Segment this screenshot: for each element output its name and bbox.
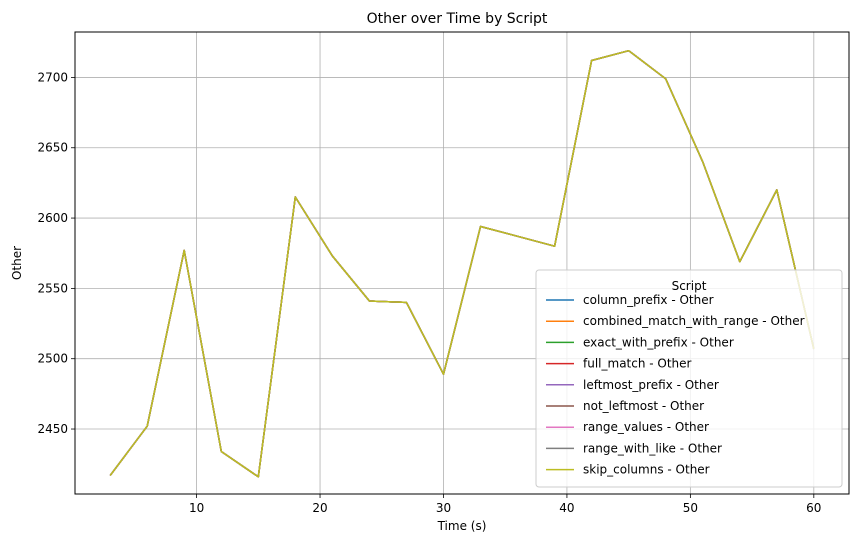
legend-box	[535, 269, 843, 488]
legend-title: Script	[672, 279, 707, 293]
x-tick-label: 20	[312, 501, 327, 515]
legend-label: column_prefix - Other	[583, 293, 714, 307]
y-tick-label: 2500	[37, 352, 68, 366]
legend-label: full_match - Other	[583, 357, 692, 371]
y-axis-label: Other	[10, 246, 24, 280]
x-tick-label: 10	[189, 501, 204, 515]
legend-label: combined_match_with_range - Other	[583, 314, 805, 328]
y-tick-label: 2700	[37, 70, 68, 84]
legend-label: range_values - Other	[583, 420, 709, 434]
legend-label: leftmost_prefix - Other	[583, 378, 719, 392]
y-tick-label: 2600	[37, 211, 68, 225]
legend: Script column_prefix - Other combined_mat…	[535, 269, 843, 488]
legend-label: not_leftmost - Other	[583, 399, 704, 413]
x-tick-label: 60	[806, 501, 821, 515]
legend-items: column_prefix - Other combined_match_with…	[546, 293, 805, 477]
x-tick-label: 40	[559, 501, 574, 515]
y-tick-label: 2450	[37, 422, 68, 436]
chart-title: Other over Time by Script	[367, 11, 548, 27]
plot-frame	[74, 31, 850, 495]
x-tick-label: 50	[683, 501, 698, 515]
x-tick-label: 30	[436, 501, 451, 515]
legend-label: exact_with_prefix - Other	[583, 335, 734, 349]
x-axis-label: Time (s)	[437, 519, 487, 533]
axis-ticks: 10 20 30 40 50 60 2450 2500 2550 2600 2650 2700	[37, 70, 821, 515]
y-tick-label: 2550	[37, 281, 68, 295]
series-lines	[109, 49, 815, 478]
y-tick-label: 2650	[37, 141, 68, 155]
series-line-9	[109, 49, 815, 478]
legend-label: skip_columns - Other	[583, 463, 710, 477]
legend-label: range_with_like - Other	[583, 441, 722, 455]
